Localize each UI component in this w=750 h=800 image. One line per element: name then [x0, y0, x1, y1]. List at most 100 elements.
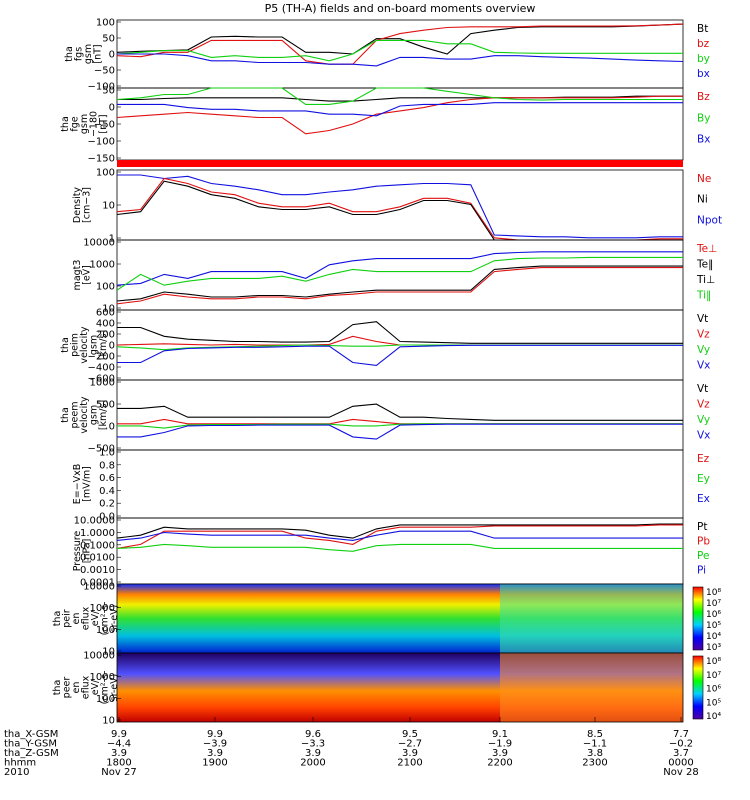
x-row-label: hhmm	[4, 758, 36, 769]
legend-pi: Pi	[697, 565, 706, 577]
legend-pb: Pb	[697, 536, 710, 548]
series-red	[116, 95, 683, 135]
y-axis-label: en	[71, 682, 82, 694]
x-row-label: tha_Y-GSM	[4, 739, 57, 750]
series-green	[116, 39, 683, 62]
legend-npot: Npot	[697, 214, 722, 226]
y-tick-label: −50	[94, 66, 115, 77]
y-axis-label: (cm²-s-	[100, 602, 111, 636]
legend-bx: Bx	[697, 134, 710, 146]
date-start: Nov 27	[101, 767, 136, 778]
panel-peer_eflux: 10⁸ 10⁷ 10⁶ 10⁵ 10⁴ 10000 1000 100 10 thapeerenef…	[52, 651, 721, 727]
y-tick-label: −200	[88, 352, 115, 363]
y-tick-label: 10	[102, 647, 115, 658]
series-blue	[117, 53, 684, 67]
x-row-value: 0000	[668, 758, 693, 769]
y-tick-label: 1.0	[99, 448, 115, 459]
x-row-value: 9.9	[207, 729, 223, 740]
x-row-value: 2000	[300, 758, 325, 769]
legend-te: Te⊥	[696, 243, 717, 255]
year-label: 2010	[4, 767, 29, 778]
series-black	[117, 95, 683, 102]
y-axis-label: tha	[60, 116, 71, 132]
colorbar-label: 10⁵	[706, 698, 721, 708]
x-row-value: 9.6	[305, 729, 321, 740]
y-tick-label: 0.0	[99, 512, 115, 523]
date-end: Nov 28	[663, 767, 698, 778]
y-tick-label: 0	[109, 341, 115, 352]
y-axis-label: gsm	[89, 405, 100, 425]
y-tick-label: 10.0000	[74, 516, 115, 527]
y-tick-label: 1000	[90, 672, 115, 683]
colorbar-label: 10⁸	[706, 588, 721, 598]
y-axis-label: peir	[62, 609, 73, 628]
y-tick-label: 0.2	[99, 499, 115, 510]
colorbar-label: 10⁶	[706, 685, 721, 695]
y-tick-label: 100	[96, 625, 115, 636]
x-row-value: 9.1	[492, 729, 508, 740]
y-axis-label: sr-eV)	[109, 674, 120, 702]
x-row-value: 3.7	[673, 748, 689, 759]
y-axis-label: tha	[60, 337, 71, 353]
y-axis-label: −180	[89, 111, 100, 137]
series-blue	[116, 251, 683, 286]
y-axis-label: peer	[62, 677, 73, 699]
legend-pt: Pt	[697, 521, 707, 533]
x-row-value: 2100	[397, 758, 422, 769]
x-row-value: 7.7	[673, 729, 689, 740]
x-row-value: −1.9	[488, 739, 512, 750]
series-black	[116, 23, 684, 55]
colorbar-label: 10³	[706, 643, 721, 653]
series-red	[116, 267, 683, 305]
x-row-value: 2300	[582, 758, 607, 769]
y-axis-label: [km/s]	[98, 400, 109, 430]
y-axis-label: [eV]	[82, 265, 93, 285]
y-tick-label: −100	[88, 82, 115, 93]
colorbar-label: 10⁶	[706, 610, 721, 620]
spectrogram-late	[500, 584, 683, 653]
panel-density: 100 10 1 Density[cm−3] Ne Ni Npot	[72, 168, 722, 245]
y-tick-label: 10	[102, 716, 115, 727]
legend-ni: Ni	[697, 194, 708, 206]
y-tick-label: −600	[88, 374, 115, 385]
y-axis-label: eV/	[90, 610, 101, 626]
y-tick-label: 50	[102, 34, 115, 45]
y-axis-label: [cm−3]	[82, 187, 93, 223]
y-tick-label: 0.0001	[80, 578, 115, 589]
y-axis-label: gsm	[89, 335, 100, 355]
colorbar-label: 10⁷	[706, 671, 721, 681]
legend-bx: bx	[697, 68, 710, 80]
y-tick-label: 10	[102, 201, 115, 212]
colorbar-label: 10⁴	[706, 632, 721, 642]
y-tick-label: 600	[96, 308, 115, 319]
y-tick-label: 1.0000	[80, 528, 115, 539]
legend-vt: Vt	[697, 383, 708, 395]
y-axis-label: tha	[60, 407, 71, 423]
y-tick-label: 50	[102, 86, 115, 97]
legend-te: Te‖	[696, 259, 713, 271]
series-red	[116, 524, 683, 549]
y-tick-label: 0.0010	[80, 565, 115, 576]
x-row-value: −4.4	[107, 739, 131, 750]
legend-vx: Vx	[697, 430, 710, 442]
y-tick-label: 100	[96, 282, 115, 293]
y-axis-label: gsm	[83, 44, 94, 64]
legend-ti: Ti⊥	[696, 274, 715, 286]
y-axis-label: Pressure	[72, 531, 83, 572]
y-tick-label: 0	[109, 422, 115, 433]
x-row-value: 3.9	[305, 748, 321, 759]
legend-by: By	[697, 112, 710, 124]
legend-vt: Vt	[697, 313, 708, 325]
x-row-value: −3.9	[203, 739, 227, 750]
x-row-value: −0.2	[669, 739, 693, 750]
x-row-value: 3.9	[492, 748, 508, 759]
legend-vx: Vx	[697, 360, 710, 372]
y-tick-label: 1000	[90, 603, 115, 614]
panel-frame	[116, 652, 684, 723]
x-row-value: 3.9	[207, 748, 223, 759]
y-tick-label: 100	[96, 694, 115, 705]
y-axis-label: magt3	[72, 260, 83, 291]
y-axis-label: velocity	[79, 396, 90, 434]
y-axis-label: sr-eV)	[109, 605, 120, 633]
